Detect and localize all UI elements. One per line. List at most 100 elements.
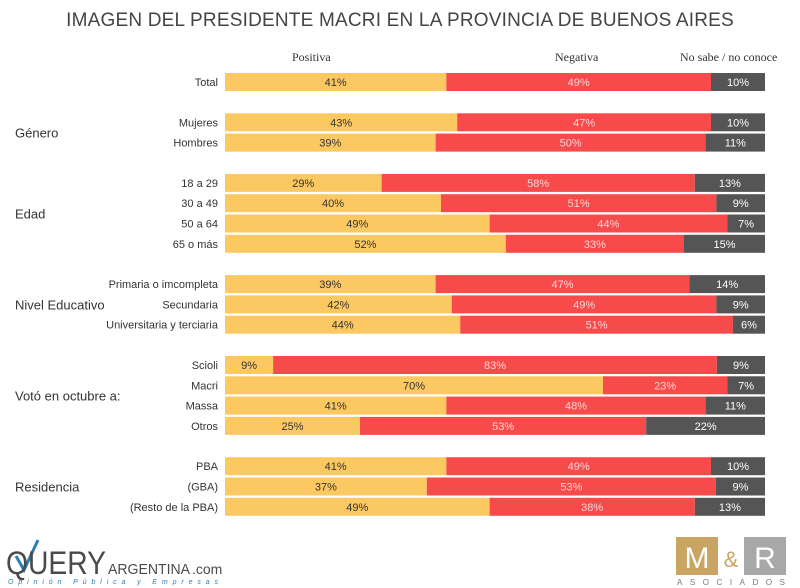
bar-segment-no-sabe [705,133,765,152]
bar-value-label: 48% [565,401,587,413]
bar-segment-negativa [451,295,717,314]
row-label: 50 a 64 [181,219,218,231]
chart-title: IMAGEN DEL PRESIDENTE MACRI EN LA PROVIN… [66,10,734,31]
bar-segment-positiva [225,356,274,374]
mr-asociados-logo: M & R ASOCIADOS [676,537,786,587]
bar-value-label: 58% [527,178,549,190]
bar-value-label: 49% [346,502,368,514]
group-label: Residencia [15,480,80,495]
bar-segment-negativa [446,396,706,415]
bar-segment-negativa [489,214,728,233]
bar-segment-positiva [225,376,603,395]
bar-segment-positiva [225,173,382,192]
bar-value-label: 41% [325,77,347,89]
bar-segment-no-sabe [716,194,765,213]
bar-value-label: 53% [492,421,514,433]
bar-value-label: 39% [319,279,341,291]
bar-value-label: 53% [560,482,582,494]
bar-value-label: 9% [733,482,749,494]
bar-value-label: 51% [568,198,590,210]
bar-value-label: 49% [568,77,590,89]
bar-segment-positiva [225,416,360,435]
bar-value-label: 51% [586,320,608,332]
bar-value-label: 49% [568,461,590,473]
bar-value-label: 11% [725,401,746,413]
bar-segment-positiva [225,497,490,516]
bar-segment-negativa [460,315,733,334]
logo-query-main: QUERY [6,545,106,581]
bar-segment-no-sabe [716,356,765,374]
bar-value-label: 50% [560,138,582,150]
bar-value-label: 10% [727,77,749,89]
bar-segment-negativa [273,356,717,374]
row-label: (GBA) [187,482,218,494]
bar-value-label: 23% [654,380,676,392]
row-label: Universitaria y terciaria [106,320,219,332]
logo-mr-tagline: ASOCIADOS [677,578,785,587]
bar-segment-negativa [446,457,711,476]
bar-segment-negativa [489,497,695,516]
bar-value-label: 15% [713,239,735,251]
bar-segment-negativa [381,173,695,192]
row-label: Primaria o imcompleta [109,279,219,291]
row-label: 30 a 49 [181,198,218,210]
bar-segment-no-sabe [715,477,765,496]
bar-segment-positiva [225,234,506,253]
row-label: 65 o más [173,239,219,251]
bar-segment-no-sabe [716,295,765,314]
bar-segment-no-sabe [711,457,765,476]
bar-value-label: 40% [322,198,344,210]
legend-positiva: Positiva [292,50,331,64]
bar-value-label: 49% [346,219,368,231]
bar-value-label: 44% [597,219,619,231]
row-label: (Resto de la PBA) [130,502,218,514]
row-label: Hombres [173,138,218,150]
bar-segment-no-sabe [705,396,765,415]
bar-segment-positiva [225,214,490,233]
logo-mr-m: M [685,542,710,575]
bar-value-label: 33% [584,239,606,251]
bar-segment-no-sabe [727,214,765,233]
bar-value-label: 49% [573,299,595,311]
row-label: Mujeres [179,117,219,129]
bar-value-label: 9% [241,360,257,372]
row-label: 18 a 29 [181,178,218,190]
bar-segment-no-sabe [689,275,765,294]
bar-value-label: 44% [332,320,354,332]
bar-value-label: 70% [403,380,425,392]
bar-value-label: 22% [695,421,717,433]
bar-value-label: 43% [330,117,352,129]
bar-value-label: 7% [738,380,754,392]
logo-mr-amp: & [724,547,739,572]
bar-value-label: 25% [281,421,303,433]
bar-value-label: 47% [573,117,595,129]
bar-value-label: 10% [727,117,749,129]
bar-value-label: 41% [325,401,347,413]
bar-segment-positiva [225,477,427,496]
bar-value-label: 42% [327,299,349,311]
query-argentina-logo: QUERY ARGENTINA .com Opinión Pública y E… [6,539,222,586]
legend-negativa: Negativa [555,50,599,64]
bar-segment-no-sabe [711,113,765,132]
bar-segment-positiva [225,295,452,314]
checkmark-icon [14,539,40,574]
bar-value-label: 6% [741,320,757,332]
bar-segment-no-sabe [727,376,765,395]
row-label: Macri [191,380,218,392]
group-label: Votó en octubre a: [15,388,121,403]
bar-segment-negativa [441,194,717,213]
logo-query-suffix: ARGENTINA [108,561,190,578]
row-label: PBA [196,461,219,473]
bar-segment-positiva [225,113,458,132]
bar-segment-negativa [446,73,711,91]
bar-segment-positiva [225,194,441,213]
bar-segment-no-sabe [694,173,765,192]
bar-segment-negativa [435,133,706,152]
bar-segment-positiva [225,396,447,415]
bar-value-label: 52% [354,239,376,251]
bar-segment-negativa [426,477,716,496]
legend-no-sabe: No sabe / no conoce [680,50,778,64]
row-label: Massa [186,401,219,413]
bar-segment-no-sabe [732,315,765,334]
